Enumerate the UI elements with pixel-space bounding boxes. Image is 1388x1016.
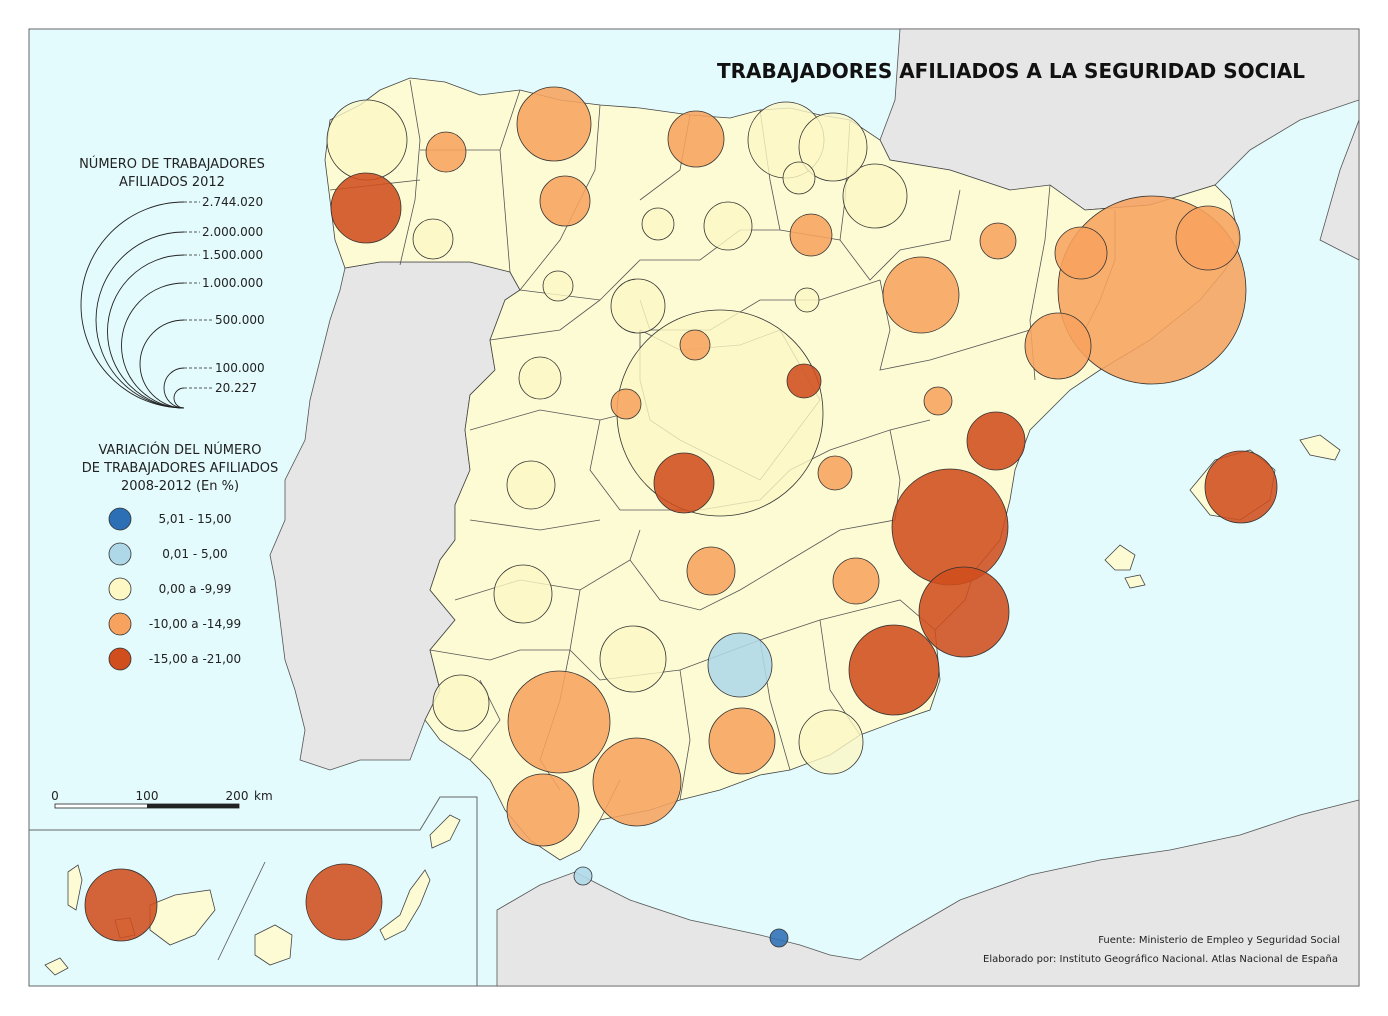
size-legend-value: 1.500.000	[202, 248, 263, 262]
province-bubble	[786, 363, 822, 399]
bubble-layer	[84, 86, 1278, 948]
province-bubble	[592, 737, 682, 827]
province-bubble	[707, 632, 773, 698]
province-bubble	[842, 163, 908, 229]
legend-class-label: 0,00 a -9,99	[159, 582, 232, 596]
province-bubble	[966, 411, 1026, 471]
province-bubble	[542, 270, 574, 302]
province-bubble	[516, 86, 592, 162]
province-bubble	[641, 207, 675, 241]
lanzarote-land	[429, 814, 461, 849]
province-bubble	[789, 213, 833, 257]
province-bubble	[330, 172, 402, 244]
size-legend-value: 20.227	[215, 381, 257, 395]
province-bubble	[610, 278, 666, 334]
legend-class-label: 5,01 - 15,00	[158, 512, 231, 526]
size-legend-heading-1: NÚMERO DE TRABAJADORES	[79, 156, 265, 172]
size-legend-leaders	[184, 201, 213, 389]
province-bubble	[599, 625, 667, 693]
province-bubble	[1054, 226, 1108, 280]
tenerife-land	[149, 889, 216, 946]
credit-note: Elaborado por: Instituto Geográfico Naci…	[983, 953, 1338, 965]
province-bubble	[610, 388, 642, 420]
hierro-land	[44, 957, 69, 976]
province-bubble	[653, 452, 715, 514]
province-bubble	[667, 110, 725, 168]
legend-class-label: 0,01 - 5,00	[162, 547, 227, 561]
source-note: Fuente: Ministerio de Empleo y Seguridad…	[1098, 935, 1340, 946]
legend-swatch	[108, 507, 132, 531]
legend-swatch	[108, 647, 132, 671]
province-bubble	[848, 624, 940, 716]
la-palma-land	[67, 864, 83, 911]
menorca-land	[1299, 434, 1341, 461]
size-legend-value: 100.000	[215, 361, 265, 375]
scale-tick-label: 100	[136, 789, 159, 803]
color-legend-heading-2: DE TRABAJADORES AFILIADOS	[82, 461, 279, 476]
province-bubble	[769, 928, 789, 948]
province-bubble	[493, 564, 553, 624]
province-bubble	[425, 131, 467, 173]
legend-class-label: -10,00 a -14,99	[149, 617, 241, 631]
province-bubble	[782, 161, 816, 195]
size-legend-value: 2.744.020	[202, 195, 263, 209]
legend-swatch	[108, 612, 132, 636]
province-bubble	[794, 287, 820, 313]
province-bubble	[679, 329, 711, 361]
size-legend-arcs	[80, 201, 185, 409]
size-legend-value: 500.000	[215, 313, 265, 327]
province-bubble	[506, 773, 580, 847]
legend-swatch	[108, 542, 132, 566]
corsica-land	[1319, 119, 1360, 261]
scale-unit: km	[254, 789, 273, 803]
fuerteventura-land	[379, 869, 431, 941]
province-bubble	[507, 670, 611, 774]
province-bubble	[305, 863, 383, 941]
province-bubble	[326, 99, 408, 181]
ibiza-land	[1104, 544, 1136, 571]
color-legend-heading-1: VARIACIÓN DEL NÚMERO	[98, 442, 261, 458]
province-bubble	[979, 222, 1017, 260]
province-bubble	[539, 175, 591, 227]
province-bubble	[506, 460, 556, 510]
province-bubble	[518, 356, 562, 400]
province-bubble	[817, 455, 853, 491]
province-bubble	[1204, 450, 1278, 524]
legend-class-label: -15,00 a -21,00	[149, 652, 241, 666]
province-bubble	[703, 201, 753, 251]
province-bubble	[432, 674, 490, 732]
province-bubble	[412, 218, 454, 260]
map-title: TRABAJADORES AFILIADOS A LA SEGURIDAD SO…	[717, 59, 1305, 83]
formentera-land	[1124, 574, 1146, 589]
scale-tick-label: 0	[51, 789, 59, 803]
canary-inset-frame	[28, 796, 478, 987]
province-bubble	[798, 112, 868, 182]
gran-canaria-land	[254, 924, 293, 966]
color-legend-heading-3: 2008-2012 (En %)	[121, 479, 239, 494]
color-legend: 5,01 - 15,00 0,01 - 5,00 0,00 a -9,99 -10,0…	[108, 507, 241, 671]
scale-bar: 0 100 200 km	[51, 789, 273, 809]
province-bubble	[1024, 312, 1092, 380]
province-bubble	[891, 468, 1009, 586]
scale-tick-label: 200	[226, 789, 249, 803]
province-bubble	[918, 566, 1010, 658]
size-legend-value: 1.000.000	[202, 276, 263, 290]
province-bubble	[1175, 205, 1241, 271]
province-bubble	[882, 256, 960, 334]
province-bubble	[832, 557, 880, 605]
province-bubble	[708, 707, 776, 775]
size-legend-value: 2.000.000	[202, 225, 263, 239]
province-bubble	[84, 868, 158, 942]
province-bubble	[923, 386, 953, 416]
province-bubble	[616, 309, 824, 517]
canary-divider	[217, 861, 266, 961]
size-legend-heading-2: AFILIADOS 2012	[119, 175, 225, 190]
province-bubble	[798, 709, 864, 775]
legend-swatch	[108, 577, 132, 601]
province-bubble	[573, 866, 593, 886]
province-bubble	[686, 546, 736, 596]
